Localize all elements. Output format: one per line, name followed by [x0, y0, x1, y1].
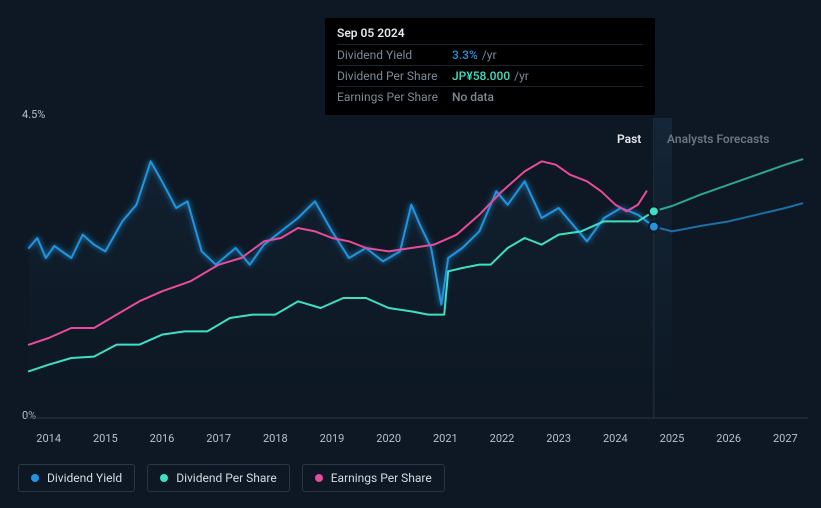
chart-legend: Dividend Yield Dividend Per Share Earnin… [18, 464, 445, 492]
legend-label: Dividend Per Share [176, 471, 277, 485]
legend-dividend-per-share[interactable]: Dividend Per Share [147, 464, 290, 492]
chart-area [18, 110, 808, 450]
legend-dot-icon [31, 474, 39, 482]
legend-label: Dividend Yield [47, 471, 122, 485]
chart-tooltip: Sep 05 2024 Dividend Yield3.3%/yrDividen… [325, 18, 655, 115]
past-section-label: Past [617, 132, 641, 146]
legend-dot-icon [160, 474, 168, 482]
x-axis: 2014201520162017201820192020202120222023… [18, 432, 808, 452]
legend-label: Earnings Per Share [331, 471, 432, 485]
forecast-section-label: Analysts Forecasts [667, 132, 769, 146]
tooltip-date: Sep 05 2024 [337, 26, 643, 44]
legend-dot-icon [315, 474, 323, 482]
legend-earnings-per-share[interactable]: Earnings Per Share [302, 464, 445, 492]
legend-dividend-yield[interactable]: Dividend Yield [18, 464, 135, 492]
